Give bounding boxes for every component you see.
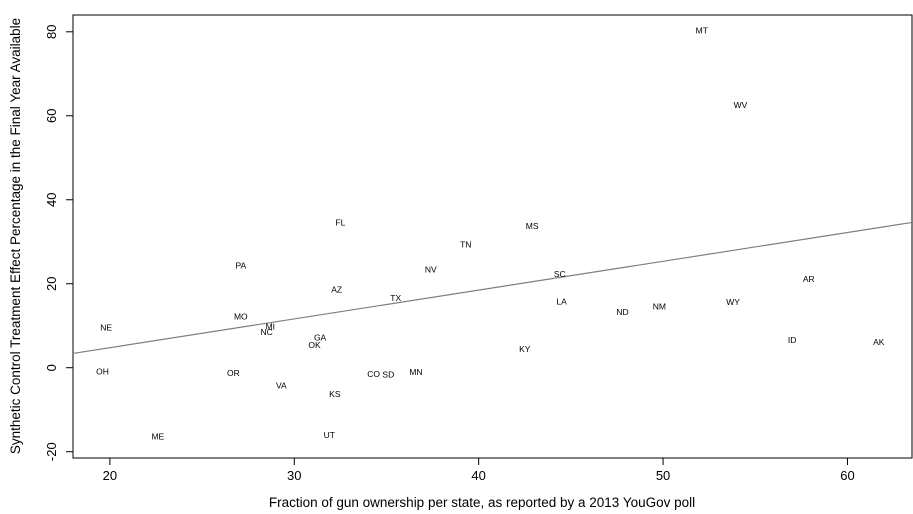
y-tick-label: 80 [44,25,59,39]
point-label-ar: AR [803,274,815,284]
point-label-nm: NM [653,301,666,311]
x-axis: 20 30 40 50 60 [103,458,855,483]
point-label-la: LA [556,296,567,306]
regression-line [72,221,913,355]
point-label-sd: SD [382,369,394,379]
point-label-nd: ND [616,307,628,317]
point-label-nc: NC [260,327,272,337]
y-tick-label: 60 [44,109,59,123]
point-label-fl: FL [335,217,345,227]
point-label-pa: PA [235,261,246,271]
point-label-sc: SC [554,269,566,279]
x-tick-label: 40 [471,468,485,483]
point-label-tx: TX [390,293,401,303]
point-label-mn: MN [409,367,422,377]
point-label-ne: NE [100,322,112,332]
point-label-ga: GA [314,332,327,342]
point-label-wy: WY [726,297,740,307]
point-label-ky: KY [519,344,531,354]
y-tick-label: -20 [44,442,59,461]
point-label-ok: OK [308,340,321,350]
point-label-ks: KS [329,389,341,399]
y-tick-label: 20 [44,277,59,291]
point-label-va: VA [276,380,287,390]
point-label-nv: NV [425,264,437,274]
point-label-wv: WV [734,100,748,110]
point-label-me: ME [151,432,164,442]
point-label-co: CO [367,369,380,379]
point-label-ut: UT [324,430,335,440]
point-label-mo: MO [234,311,248,321]
point-label-ms: MS [526,221,539,231]
x-tick-label: 50 [656,468,670,483]
point-label-az: AZ [331,285,342,295]
x-axis-title: Fraction of gun ownership per state, as … [269,495,695,510]
point-label-mi: MI [266,322,275,332]
y-axis: -20 0 20 40 60 80 [44,25,73,461]
y-tick-label: 40 [44,193,59,207]
y-axis-title: Synthetic Control Treatment Effect Perce… [8,18,23,454]
point-label-or: OR [227,368,240,378]
point-label-id: ID [788,335,797,345]
point-label-oh: OH [96,366,109,376]
x-tick-label: 30 [287,468,301,483]
point-label-ak: AK [873,337,885,347]
x-tick-label: 20 [103,468,117,483]
point-label-mt: MT [696,26,708,36]
y-tick-label: 0 [44,364,59,371]
point-label-tn: TN [460,239,471,249]
plot-frame [72,14,913,459]
x-tick-label: 60 [840,468,854,483]
